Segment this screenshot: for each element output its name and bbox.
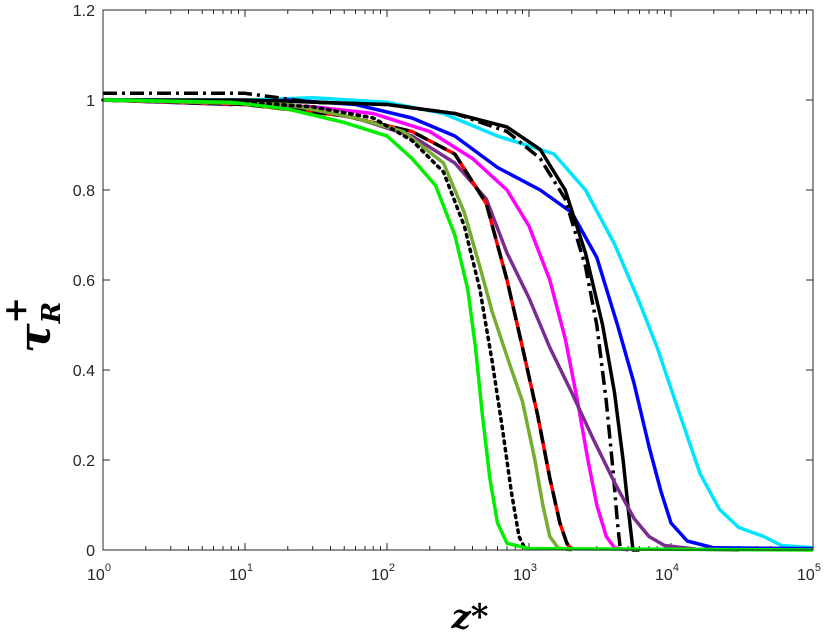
x-tick-label: 103 (513, 562, 537, 584)
y-axis-title-subscript: R (37, 302, 67, 325)
series-line-11 (102, 98, 814, 552)
x-tick-label: 102 (371, 562, 395, 584)
series-group (101, 91, 814, 552)
series-line-10 (101, 98, 528, 552)
y-tick-label: 1 (86, 93, 95, 110)
x-tick-label: 100 (87, 562, 111, 584)
series-line-5 (102, 98, 629, 552)
series-line-3 (103, 98, 640, 552)
y-tick-label: 1.2 (73, 3, 95, 20)
y-tick-label: 0.8 (73, 183, 95, 200)
y-tick-label: 0 (86, 543, 95, 560)
series-line-9 (102, 98, 572, 552)
series-line-7 (102, 98, 574, 552)
axis-ticks (102, 9, 814, 551)
series-line-4 (103, 91, 623, 551)
x-axis-title: z* (450, 597, 488, 634)
y-tick-label: 0.6 (73, 273, 95, 290)
x-tick-label: 104 (655, 562, 679, 584)
x-tick-label: 101 (229, 562, 253, 584)
x-tick-label: 105 (797, 562, 821, 584)
y-tick-label: 0.4 (73, 363, 95, 380)
y-axis-title-main: τ (10, 323, 61, 353)
y-axis-title-superscript: + (0, 297, 34, 324)
plot-frame (102, 9, 814, 551)
y-axis-title: τR+ (0, 297, 67, 353)
series-line-8 (102, 98, 574, 552)
series-line-1 (103, 96, 814, 550)
tick-labels: 100 101 102 103 104 105 0 0.2 0.4 0.6 0.8 1 1.2 (73, 3, 821, 584)
svg-text:τR+: τR+ (0, 297, 67, 353)
y-tick-label: 0.2 (73, 453, 95, 470)
